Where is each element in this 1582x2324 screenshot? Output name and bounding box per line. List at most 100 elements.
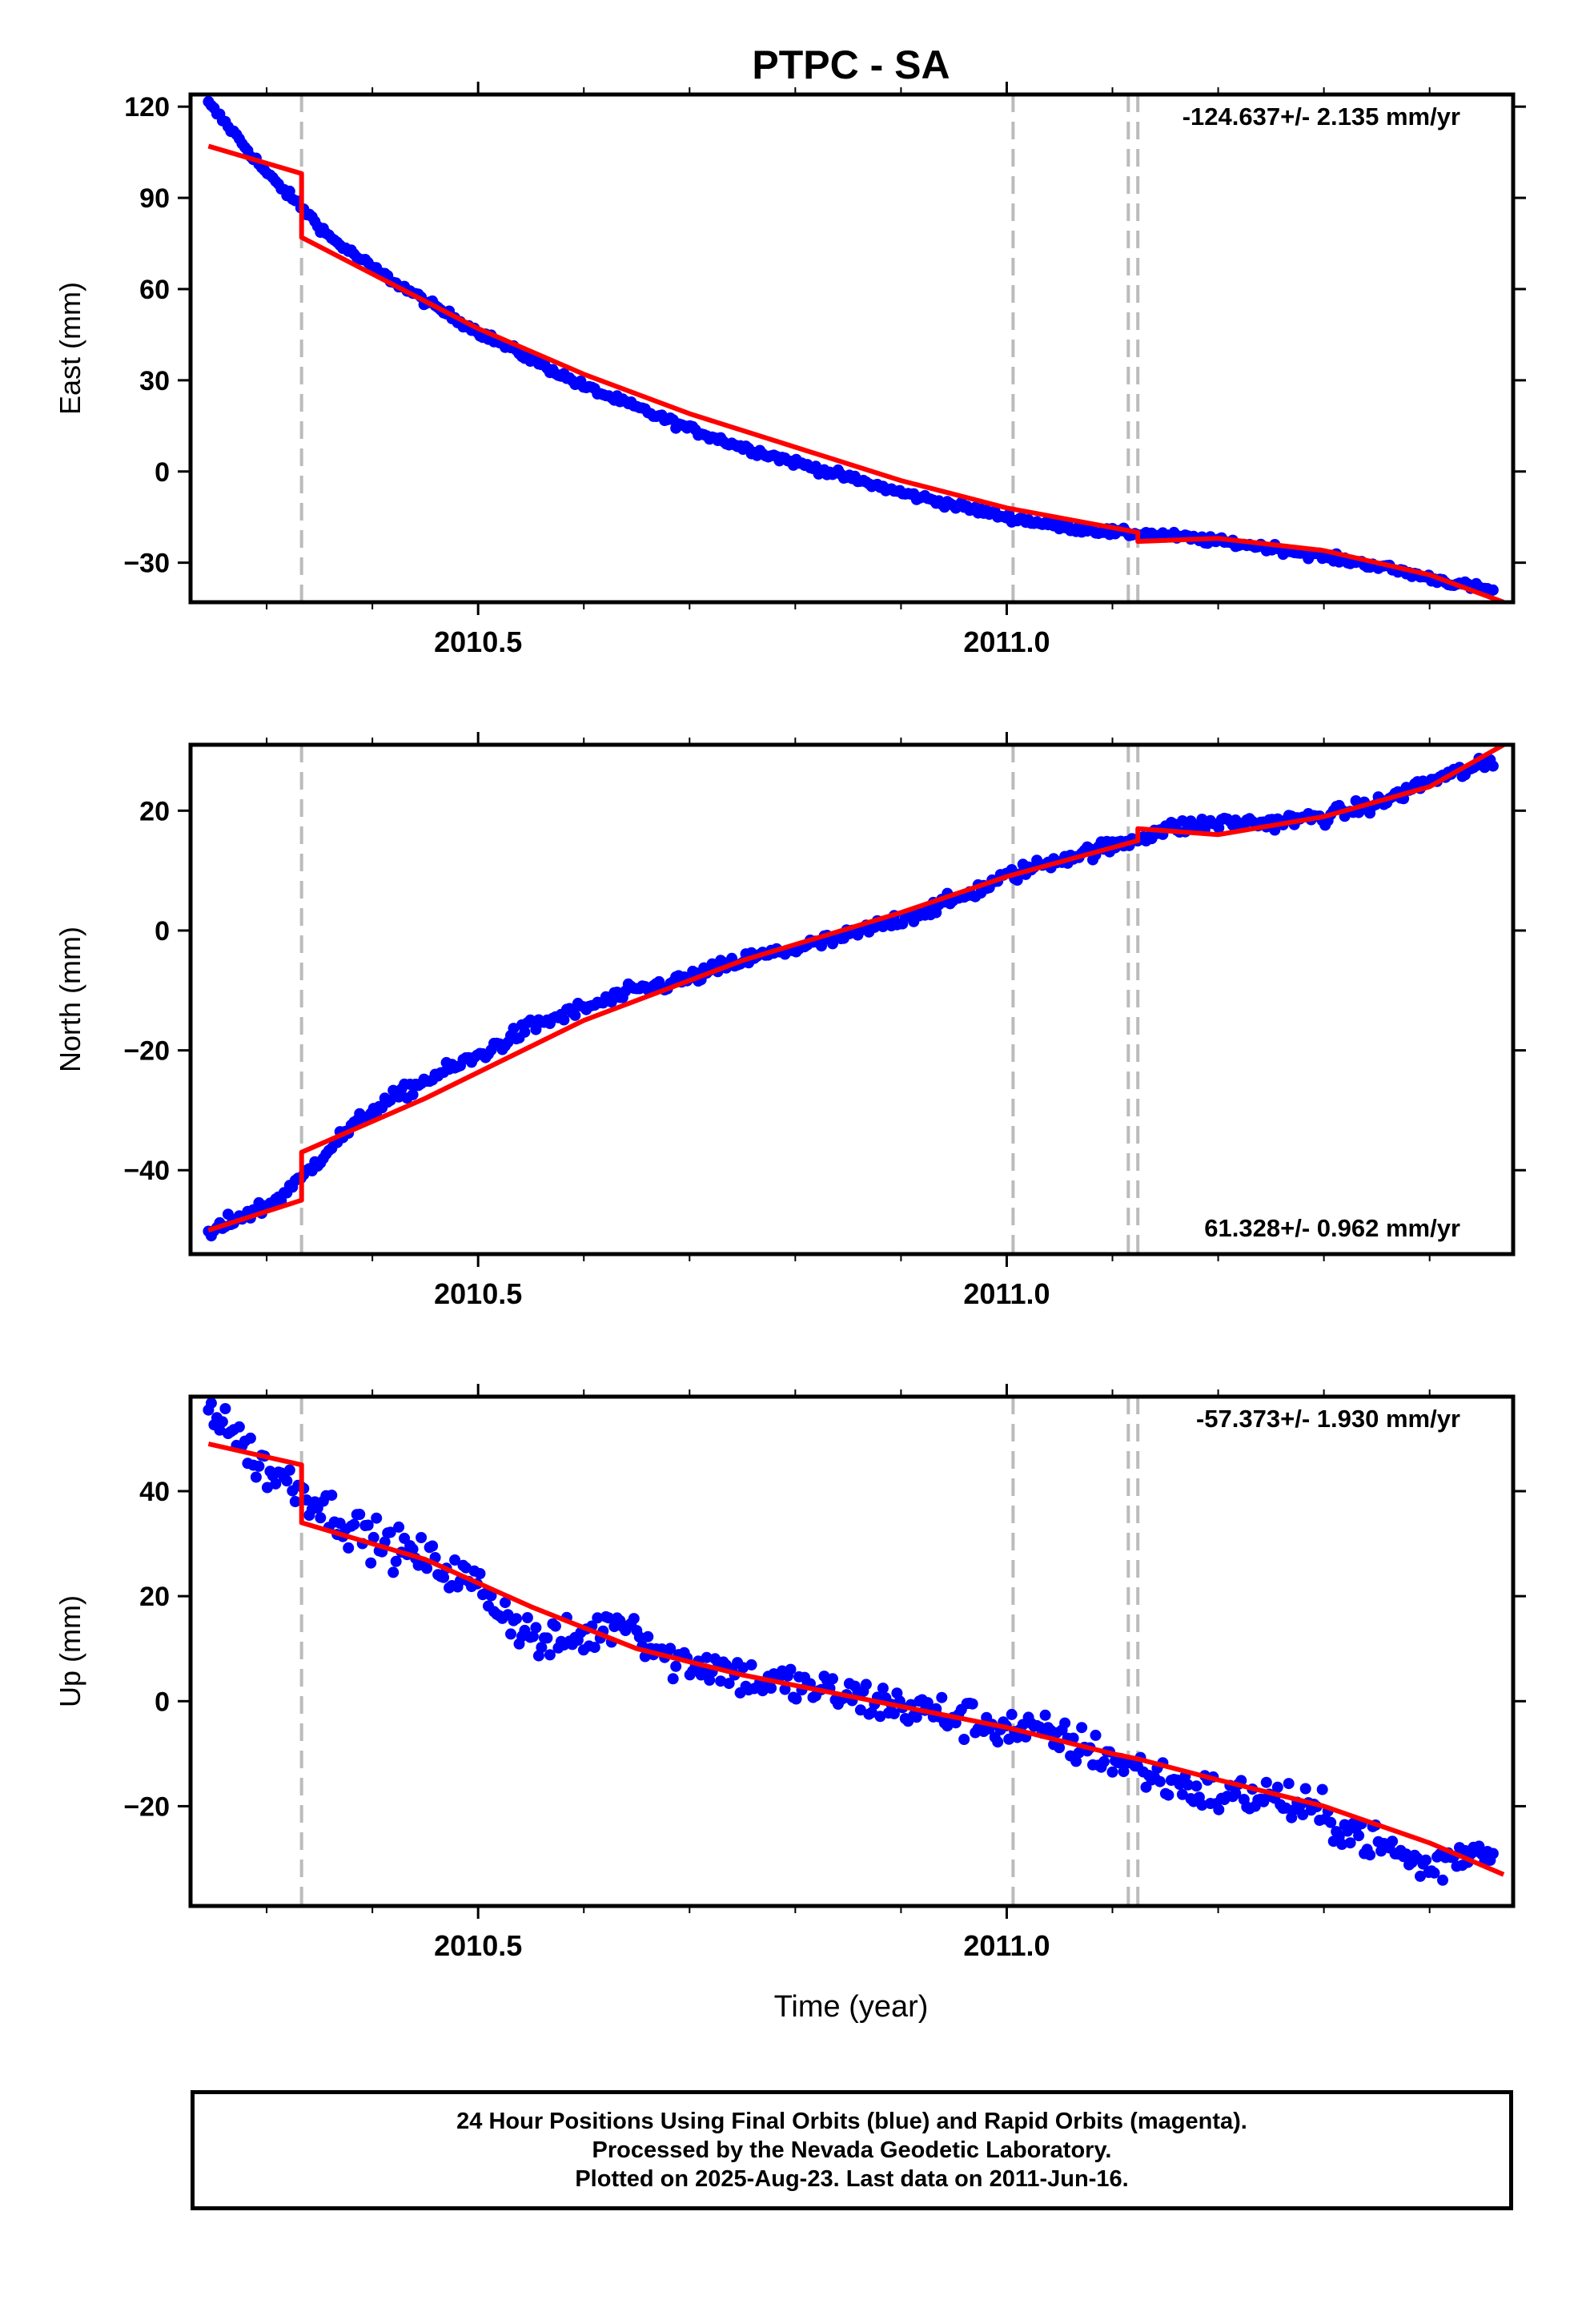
data-point bbox=[544, 1649, 556, 1661]
data-point bbox=[603, 1612, 615, 1624]
data-point bbox=[1420, 1854, 1431, 1866]
data-point bbox=[745, 1659, 757, 1671]
data-point bbox=[958, 1734, 970, 1745]
data-point bbox=[854, 1704, 866, 1716]
data-point bbox=[393, 1521, 405, 1533]
data-point bbox=[605, 996, 617, 1008]
data-point bbox=[460, 1562, 472, 1574]
x-tick-label: 2010.5 bbox=[434, 1929, 522, 1962]
data-point bbox=[1260, 1776, 1272, 1788]
data-point bbox=[438, 1571, 450, 1583]
data-point bbox=[779, 1683, 791, 1695]
y-tick-label: 30 bbox=[139, 366, 170, 396]
data-point bbox=[1487, 760, 1499, 772]
data-point bbox=[1106, 1766, 1118, 1778]
data-point bbox=[874, 1711, 886, 1723]
data-point bbox=[281, 1475, 293, 1487]
data-point bbox=[527, 1630, 539, 1642]
data-point bbox=[910, 1711, 922, 1723]
fit-line bbox=[207, 143, 1505, 602]
data-point bbox=[642, 1630, 654, 1642]
data-point bbox=[860, 1679, 872, 1691]
rate-annotation: -57.373+/- 1.930 mm/yr bbox=[1196, 1405, 1460, 1433]
x-tick-label: 2011.0 bbox=[963, 1277, 1050, 1310]
data-point bbox=[387, 1566, 400, 1578]
data-point bbox=[1039, 1709, 1051, 1721]
footer-line-1: 24 Hour Positions Using Final Orbits (bl… bbox=[456, 2109, 1247, 2134]
data-point bbox=[1191, 1780, 1203, 1792]
data-point bbox=[588, 1642, 600, 1654]
data-point bbox=[549, 1620, 561, 1632]
data-point bbox=[1297, 1809, 1309, 1820]
data-point bbox=[427, 1540, 439, 1552]
data-point bbox=[1076, 1722, 1088, 1734]
data-point bbox=[421, 1562, 433, 1574]
y-tick-label: −30 bbox=[123, 549, 170, 579]
data-point bbox=[1325, 1816, 1337, 1828]
data-points bbox=[203, 96, 1499, 597]
data-point bbox=[1415, 1870, 1426, 1882]
data-point bbox=[1428, 1867, 1440, 1879]
plot-frame bbox=[188, 92, 1516, 605]
plot-area bbox=[203, 1397, 1505, 1886]
data-point bbox=[785, 1663, 797, 1675]
data-point bbox=[250, 1471, 262, 1483]
data-point bbox=[1487, 1848, 1499, 1860]
data-point bbox=[343, 1542, 355, 1554]
data-point bbox=[1070, 1755, 1082, 1767]
footer-line-2: Processed by the Nevada Geodetic Laborat… bbox=[592, 2137, 1112, 2163]
data-point bbox=[390, 1555, 402, 1567]
data-point bbox=[219, 1403, 231, 1414]
data-point bbox=[816, 940, 827, 952]
data-point bbox=[474, 1568, 486, 1579]
x-tick-label: 2010.5 bbox=[434, 625, 522, 658]
data-point bbox=[362, 1519, 374, 1531]
data-point bbox=[519, 1026, 531, 1038]
plot-area bbox=[203, 745, 1505, 1242]
data-point bbox=[1182, 1779, 1194, 1791]
data-point bbox=[665, 1642, 677, 1655]
data-point bbox=[365, 1557, 377, 1569]
y-tick-label: −40 bbox=[123, 1156, 170, 1186]
data-point bbox=[1353, 1830, 1365, 1842]
data-points bbox=[203, 1397, 1499, 1886]
data-point bbox=[371, 1512, 383, 1524]
data-point bbox=[877, 1683, 889, 1695]
data-point bbox=[1059, 1717, 1071, 1729]
data-point bbox=[407, 1088, 419, 1100]
y-axis-label: East (mm) bbox=[54, 282, 86, 415]
footer-box: 24 Hour Positions Using Final Orbits (bl… bbox=[191, 2090, 1513, 2210]
x-tick-label: 2011.0 bbox=[963, 625, 1050, 658]
y-tick-label: −20 bbox=[123, 1036, 170, 1067]
data-point bbox=[1271, 1781, 1283, 1793]
data-point bbox=[416, 1532, 428, 1543]
data-point bbox=[1098, 1755, 1110, 1767]
x-axis-label: Time (year) bbox=[774, 1990, 929, 2024]
data-point bbox=[723, 1678, 735, 1690]
data-point bbox=[530, 1622, 542, 1634]
data-point bbox=[1344, 1837, 1356, 1849]
data-point bbox=[790, 1693, 802, 1705]
data-point bbox=[992, 1736, 1004, 1748]
data-point bbox=[1487, 584, 1499, 596]
y-tick-label: 40 bbox=[139, 1477, 170, 1507]
plot-area bbox=[203, 96, 1505, 602]
data-point bbox=[449, 1554, 461, 1566]
plot-frame bbox=[188, 742, 1516, 1256]
data-point bbox=[670, 1660, 682, 1672]
data-point bbox=[1162, 1789, 1174, 1801]
y-tick-label: 60 bbox=[139, 275, 170, 305]
data-point bbox=[536, 1642, 548, 1654]
data-point bbox=[1230, 1787, 1242, 1799]
data-point bbox=[384, 1526, 396, 1538]
data-point bbox=[1196, 1799, 1208, 1811]
y-tick-label: −20 bbox=[123, 1791, 170, 1822]
y-tick-label: 20 bbox=[139, 1582, 170, 1612]
footer-line-3: Plotted on 2025-Aug-23. Last data on 201… bbox=[575, 2166, 1129, 2192]
panel-3: 2010.5 2011.0 40 20 0 −20 Up (mm) -57.373+/- 1.… bbox=[54, 1384, 1526, 1962]
x-tick-label: 2010.5 bbox=[434, 1277, 522, 1310]
data-point bbox=[1387, 1835, 1399, 1848]
data-point bbox=[233, 1421, 245, 1433]
data-point bbox=[511, 1613, 522, 1625]
data-point bbox=[1437, 1874, 1448, 1886]
